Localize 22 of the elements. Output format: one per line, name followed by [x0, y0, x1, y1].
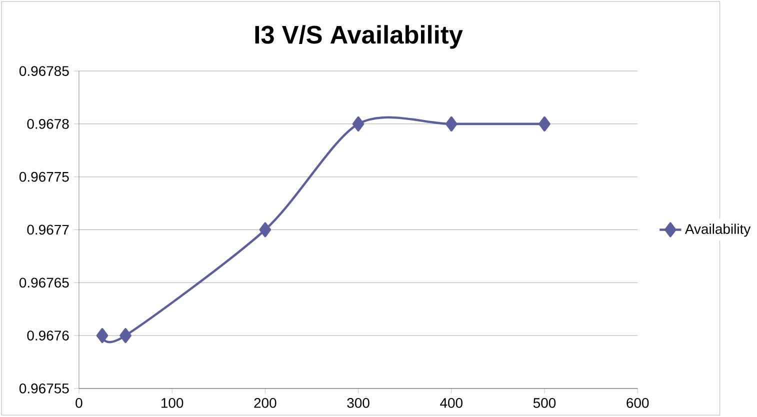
y-tick-label: 0.96755 [19, 384, 69, 394]
point [120, 328, 132, 344]
x-tick-label: 500 [533, 398, 556, 408]
x-tick-label: 400 [440, 398, 462, 408]
y-tick-label: 0.9678 [27, 119, 69, 130]
point [445, 116, 458, 132]
y-tick-label: 0.9676 [27, 330, 69, 341]
x-tick-label: 0 [76, 398, 82, 408]
chart-title: I3 V/S Availability [255, 25, 463, 49]
point [538, 116, 550, 132]
x-tick-label: 100 [161, 398, 184, 408]
point [352, 116, 364, 132]
x-tick-label: 300 [347, 398, 370, 408]
y-tick-label: 0.96765 [19, 278, 69, 288]
x-tick-label: 600 [626, 398, 649, 408]
y-tick-label: 0.96785 [19, 66, 69, 76]
point [259, 222, 272, 238]
x-tick-label: 200 [254, 398, 276, 408]
y-tick-label: 0.96775 [19, 172, 69, 182]
point [96, 328, 108, 344]
legend-label: Availability [684, 224, 751, 237]
y-tick-label: 0.9677 [27, 224, 69, 235]
